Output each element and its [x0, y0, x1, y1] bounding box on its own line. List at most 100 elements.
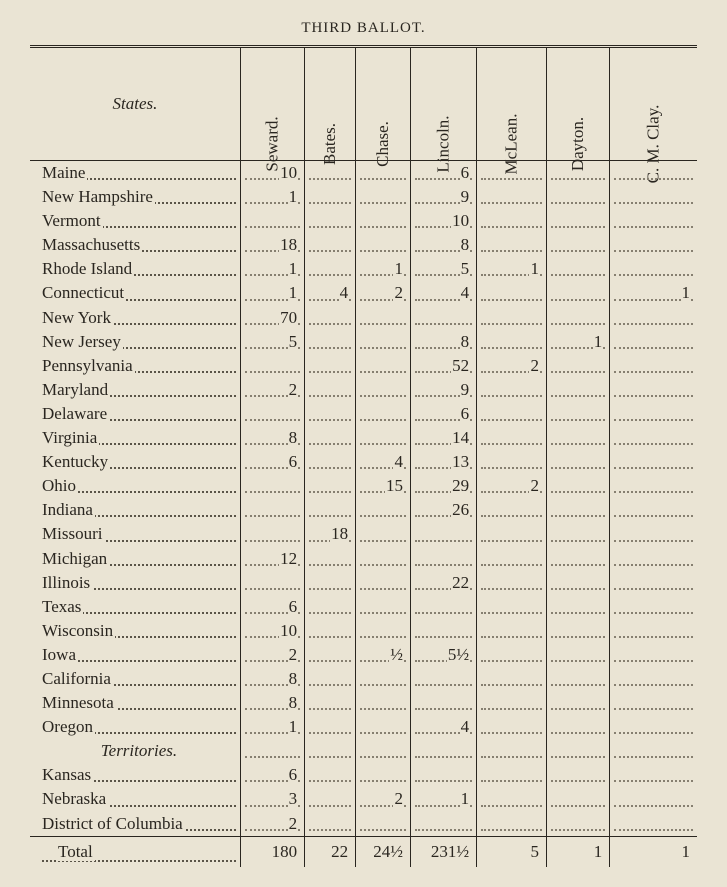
vote-cell: 8	[410, 330, 476, 354]
vote-cell	[305, 233, 356, 257]
states-column-header: States.	[30, 48, 240, 161]
vote-cell	[410, 522, 476, 546]
table-row: Pennsylvania522	[30, 354, 697, 378]
table-row: Nebraska321	[30, 787, 697, 811]
vote-cell	[240, 522, 304, 546]
table-row: New Hampshire19	[30, 185, 697, 209]
vote-cell: 1	[410, 787, 476, 811]
table-row: Illinois22	[30, 571, 697, 595]
vote-cell	[610, 161, 697, 186]
vote-cell: 4	[410, 715, 476, 739]
vote-cell	[610, 402, 697, 426]
vote-cell	[610, 547, 697, 571]
vote-cell	[410, 763, 476, 787]
vote-cell: 2	[240, 643, 304, 667]
vote-cell: 4	[305, 281, 356, 305]
vote-cell	[546, 185, 609, 209]
candidate-header-bates: Bates.	[305, 48, 356, 161]
vote-cell	[610, 354, 697, 378]
vote-cell: 2	[240, 378, 304, 402]
vote-cell: 1	[356, 257, 411, 281]
vote-cell	[356, 619, 411, 643]
vote-cell	[305, 330, 356, 354]
table-row: Oregon14	[30, 715, 697, 739]
vote-cell: 1	[240, 281, 304, 305]
vote-cell	[305, 426, 356, 450]
vote-cell	[546, 474, 609, 498]
vote-cell: 10	[240, 619, 304, 643]
table-row: Maine106	[30, 161, 697, 186]
vote-cell	[477, 715, 547, 739]
vote-cell	[610, 378, 697, 402]
total-cell: 5	[477, 836, 547, 867]
vote-cell	[305, 643, 356, 667]
vote-cell	[305, 619, 356, 643]
state-name-cell: District of Columbia	[30, 812, 240, 837]
vote-cell	[410, 691, 476, 715]
state-name-cell: New Hampshire	[30, 185, 240, 209]
state-name-cell: Maryland	[30, 378, 240, 402]
vote-cell: 5½	[410, 643, 476, 667]
vote-cell: 14	[410, 426, 476, 450]
table-row: Massachusetts188	[30, 233, 697, 257]
vote-cell: 2	[477, 474, 547, 498]
vote-cell	[546, 595, 609, 619]
vote-cell	[546, 402, 609, 426]
vote-cell: 10	[410, 209, 476, 233]
vote-cell: 12	[240, 547, 304, 571]
table-row: District of Columbia2	[30, 812, 697, 837]
table-row: New York70	[30, 306, 697, 330]
vote-cell	[356, 691, 411, 715]
vote-cell	[410, 812, 476, 837]
table-row: Missouri18	[30, 522, 697, 546]
vote-cell	[546, 306, 609, 330]
vote-cell	[305, 691, 356, 715]
vote-cell	[356, 498, 411, 522]
vote-cell	[305, 763, 356, 787]
vote-cell	[546, 667, 609, 691]
vote-cell	[305, 787, 356, 811]
territories-label: Territories.	[30, 739, 240, 763]
vote-cell: 6	[410, 402, 476, 426]
state-name-cell: Rhode Island	[30, 257, 240, 281]
vote-cell	[610, 498, 697, 522]
vote-cell	[240, 739, 304, 763]
candidate-header-seward: Seward.	[240, 48, 304, 161]
table-row: Wisconsin10	[30, 619, 697, 643]
vote-cell: 6	[240, 763, 304, 787]
total-cell: 1	[610, 836, 697, 867]
vote-cell: 2	[240, 812, 304, 837]
vote-cell	[477, 330, 547, 354]
vote-cell: 1	[610, 281, 697, 305]
vote-cell	[610, 330, 697, 354]
vote-cell	[477, 595, 547, 619]
vote-cell	[546, 450, 609, 474]
total-cell: 24½	[356, 836, 411, 867]
vote-cell	[546, 354, 609, 378]
page-title: THIRD BALLOT.	[30, 20, 697, 37]
vote-cell	[477, 233, 547, 257]
state-name-cell: Iowa	[30, 643, 240, 667]
vote-cell: 22	[410, 571, 476, 595]
table-row: Delaware6	[30, 402, 697, 426]
vote-cell: 8	[240, 667, 304, 691]
vote-cell	[477, 571, 547, 595]
vote-cell: 2	[477, 354, 547, 378]
vote-cell	[546, 378, 609, 402]
state-name-cell: Indiana	[30, 498, 240, 522]
vote-cell	[546, 161, 609, 186]
vote-cell	[356, 209, 411, 233]
vote-cell	[610, 715, 697, 739]
vote-cell	[546, 281, 609, 305]
vote-cell: 8	[240, 426, 304, 450]
vote-cell	[610, 643, 697, 667]
vote-cell	[610, 209, 697, 233]
vote-cell: 1	[240, 715, 304, 739]
vote-cell	[477, 185, 547, 209]
vote-cell	[546, 787, 609, 811]
vote-cell	[546, 522, 609, 546]
vote-cell	[356, 739, 411, 763]
vote-cell: 29	[410, 474, 476, 498]
vote-cell	[240, 474, 304, 498]
vote-cell	[546, 426, 609, 450]
